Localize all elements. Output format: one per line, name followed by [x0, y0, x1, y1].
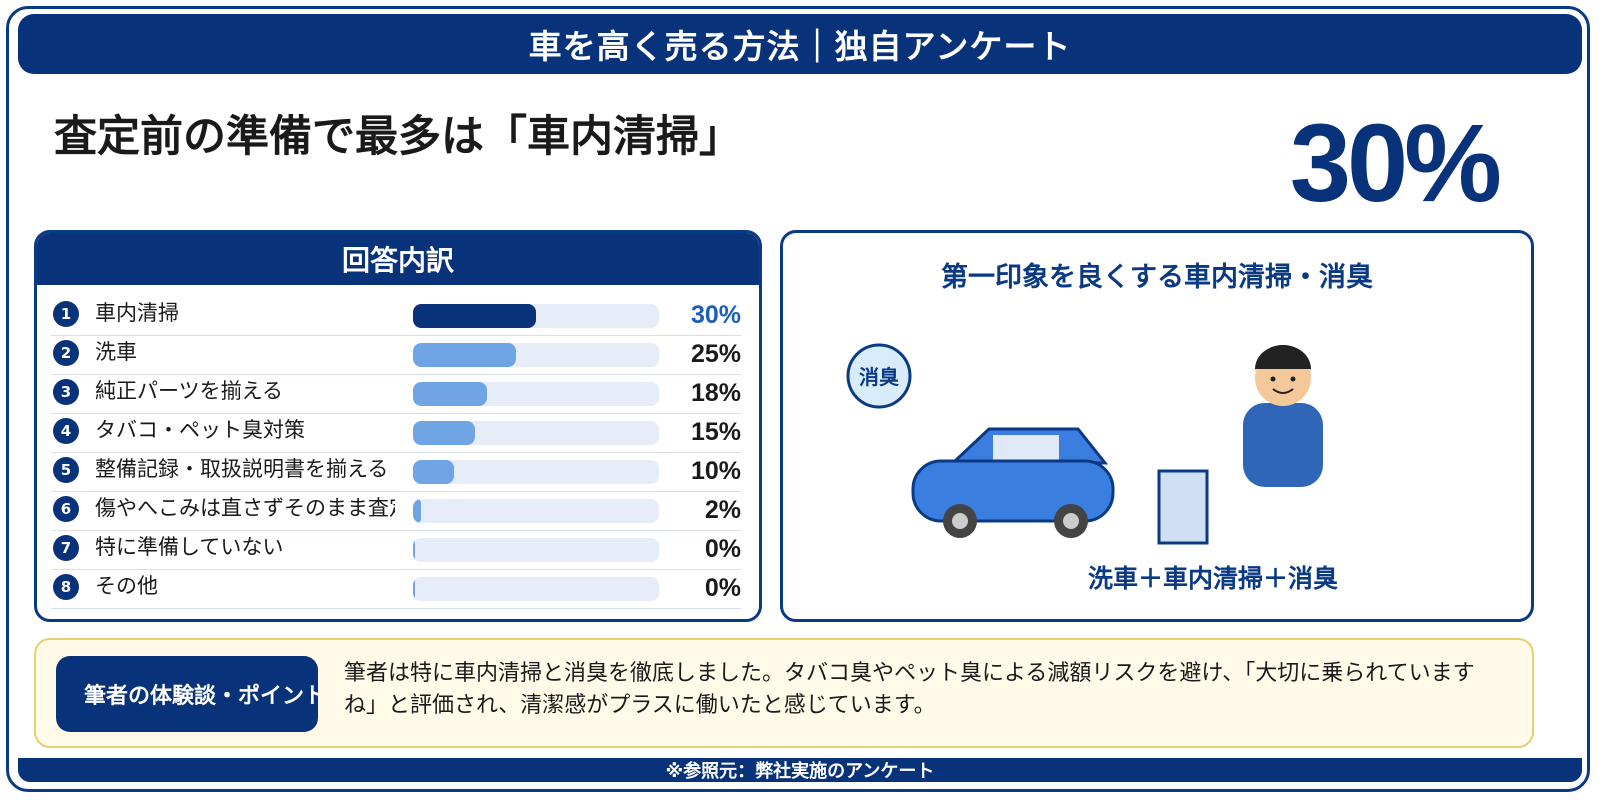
value-label: 25%	[690, 340, 741, 368]
bar-track	[413, 499, 659, 523]
bar	[413, 343, 516, 367]
banner-title: 車を高く売る方法｜独自アンケート	[18, 14, 1582, 74]
breakdown-row: 1 車内清掃 30%	[51, 297, 741, 336]
rank-number: 2	[53, 340, 79, 366]
person-icon	[1243, 345, 1323, 487]
category-label: タバコ・ペット臭対策	[95, 418, 305, 442]
car-icon	[911, 427, 1115, 538]
category-label: その他	[95, 574, 158, 598]
value-label: 18%	[690, 379, 741, 407]
illustration-title: 第一印象を良くする車内清掃・消臭	[941, 262, 1373, 293]
rank-number: 4	[53, 418, 79, 444]
bar	[413, 382, 487, 406]
illustration-svg: 消臭	[846, 343, 1323, 545]
breakdown-row: 4 タバコ・ペット臭対策 15%	[51, 414, 741, 453]
category-label: 整備記録・取扱説明書を揃える	[95, 457, 389, 481]
bar	[413, 304, 536, 328]
author-note-body: 筆者は特に車内清掃と消臭を徹底しました。タバコ臭やペット臭による減額リスクを避け…	[344, 661, 1475, 718]
rank-number: 1	[53, 301, 79, 327]
rank-number: 6	[53, 496, 79, 522]
illustration-panel: 第一印象を良くする車内清掃・消臭 消臭 洗車＋車内清掃＋消臭	[780, 230, 1534, 622]
deodorant-badge: 消臭	[846, 343, 912, 409]
bar	[413, 577, 415, 601]
author-note-tag: 筆者の体験談・ポイント	[56, 656, 318, 732]
source-note: ※参照元：弊社実施のアンケート	[18, 758, 1582, 782]
bar-track	[413, 538, 659, 562]
value-label: 0%	[704, 535, 741, 563]
bar	[413, 460, 454, 484]
breakdown-panel: 回答内訳 1 車内清掃 30% 2 洗車 25% 3 純正パーツを揃える 18% 4 タバコ・ペット…	[34, 230, 762, 622]
bar-track	[413, 421, 659, 445]
rank-number: 8	[53, 574, 79, 600]
rank-number: 5	[53, 457, 79, 483]
breakdown-row: 7 特に準備していない 0%	[51, 531, 741, 570]
breakdown-row: 5 整備記録・取扱説明書を揃える 10%	[51, 453, 741, 492]
bar-track	[413, 304, 659, 328]
air-freshener-icon	[1157, 469, 1209, 545]
deodorant-badge-label: 消臭	[859, 365, 899, 389]
rank-number: 3	[53, 379, 79, 405]
highlight-stat: 30%	[1289, 102, 1502, 225]
author-note: 筆者の体験談・ポイント 筆者は特に車内清掃と消臭を徹底しました。タバコ臭やペット…	[34, 638, 1534, 748]
bar	[413, 499, 422, 523]
bar-track	[413, 460, 659, 484]
bar-track	[413, 382, 659, 406]
bar-track	[413, 577, 659, 601]
breakdown-row: 6 傷やへこみは直さずそのまま査定 2%	[51, 492, 741, 531]
breakdown-title: 回答内訳	[37, 233, 759, 285]
category-label: 車内清掃	[95, 301, 179, 325]
value-label: 30%	[690, 301, 741, 329]
bar	[413, 421, 475, 445]
headline: 査定前の準備で最多は「車内清掃」	[54, 112, 742, 162]
category-label: 特に準備していない	[95, 535, 284, 559]
bar-track	[413, 343, 659, 367]
category-label: 傷やへこみは直さずそのまま査定	[95, 496, 395, 520]
value-label: 15%	[690, 418, 741, 446]
infographic-frame	[6, 6, 1590, 792]
rank-number: 7	[53, 535, 79, 561]
breakdown-row: 3 純正パーツを揃える 18%	[51, 375, 741, 414]
breakdown-row: 8 その他 0%	[51, 570, 741, 609]
category-label: 洗車	[95, 340, 137, 364]
breakdown-row: 2 洗車 25%	[51, 336, 741, 375]
value-label: 0%	[704, 574, 741, 602]
illustration-caption: 洗車＋車内清掃＋消臭	[1087, 564, 1338, 593]
bar	[413, 538, 415, 562]
value-label: 10%	[690, 457, 741, 485]
category-label: 純正パーツを揃える	[95, 379, 283, 403]
value-label: 2%	[704, 496, 741, 524]
